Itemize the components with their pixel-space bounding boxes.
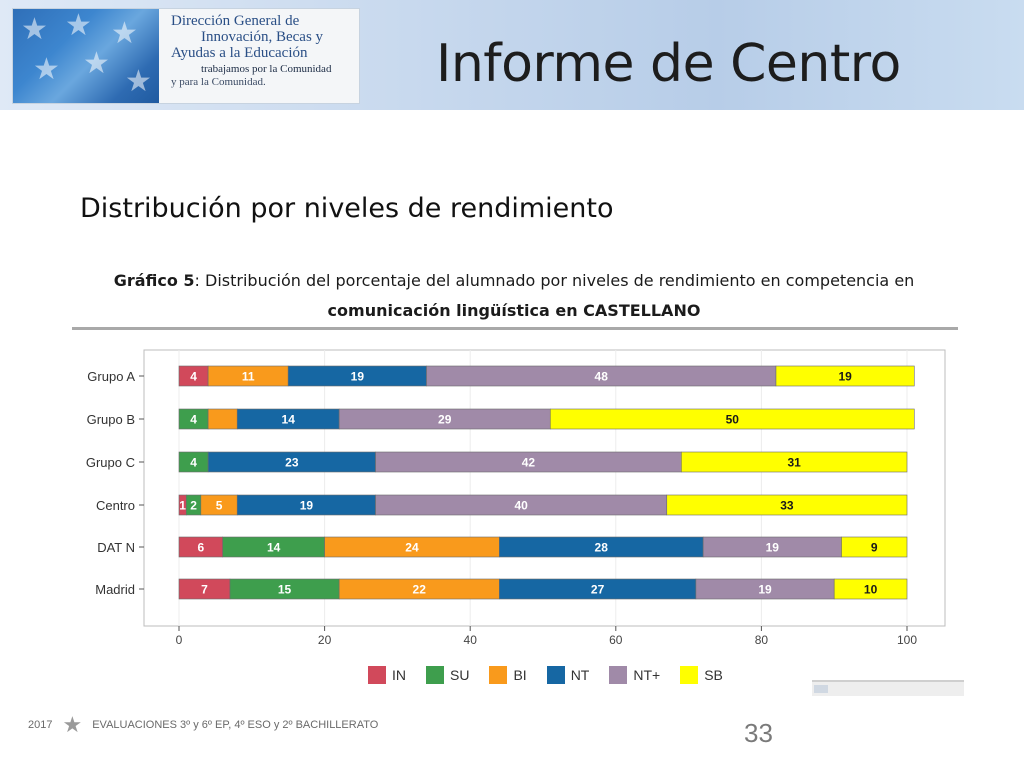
chart-title-line2-text: comunicación lingüística en CASTELLANO xyxy=(327,301,701,320)
data-label: 4 xyxy=(190,413,197,427)
y-tick-label: Grupo A xyxy=(87,369,135,384)
data-label: 19 xyxy=(838,370,852,384)
y-tick-label: Grupo B xyxy=(87,412,135,427)
star-icon: ★ xyxy=(62,712,83,737)
footer: 2017 ★ EVALUACIONES 3º y 6º EP, 4º ESO y… xyxy=(28,712,379,737)
bar-segment xyxy=(681,451,908,473)
slide-title: Informe de Centro xyxy=(436,34,901,94)
logo-line: Innovación, Becas y xyxy=(201,29,324,45)
data-label: 7 xyxy=(201,583,208,597)
legend-item: SU xyxy=(426,666,469,684)
data-label: 48 xyxy=(595,370,609,384)
chart-legend: IN SU BI NT NT+ SB xyxy=(368,664,743,686)
data-label: 14 xyxy=(267,541,281,555)
data-label: 6 xyxy=(197,541,204,555)
logo-line: y para la Comunidad. xyxy=(171,76,266,88)
data-label: 9 xyxy=(871,541,878,555)
data-label: 5 xyxy=(216,499,223,513)
scrollbar-fragment xyxy=(812,680,964,696)
data-label: 2 xyxy=(190,499,197,513)
legend-item: NT xyxy=(546,666,590,684)
data-label: 15 xyxy=(278,583,292,597)
data-label: 19 xyxy=(758,583,772,597)
bar-segment xyxy=(549,408,915,430)
data-label: 22 xyxy=(413,583,427,597)
data-label: 29 xyxy=(438,413,452,427)
legend-swatch xyxy=(426,666,444,684)
data-label: 27 xyxy=(591,583,605,597)
legend-item: NT+ xyxy=(609,666,660,684)
data-label: 28 xyxy=(595,541,609,555)
chart-title-rest: : Distribución del porcentaje del alumna… xyxy=(194,271,915,290)
logo-line: Ayudas a la Educación xyxy=(171,45,308,61)
chart-title-line2: comunicación lingüística en CASTELLANO xyxy=(74,296,954,326)
y-tick-label: Grupo C xyxy=(86,455,135,470)
x-tick-label: 100 xyxy=(897,633,917,647)
x-tick-label: 40 xyxy=(464,633,478,647)
institution-logo: ★ ★ ★ ★ ★ ★ Dirección General de Innovac… xyxy=(12,8,360,104)
legend-item: SB xyxy=(680,666,723,684)
data-label: 33 xyxy=(780,499,794,513)
bar-segment xyxy=(666,494,908,516)
y-tick-label: Centro xyxy=(96,498,135,513)
x-tick-label: 20 xyxy=(318,633,332,647)
section-subtitle: Distribución por niveles de rendimiento xyxy=(80,193,614,224)
legend-swatch xyxy=(680,666,699,684)
legend-swatch xyxy=(546,666,565,684)
x-tick-label: 0 xyxy=(176,633,183,647)
title-divider xyxy=(72,327,958,330)
y-tick-label: Madrid xyxy=(95,582,135,597)
scrollbar-thumb xyxy=(814,685,828,693)
data-label: 31 xyxy=(787,456,801,470)
legend-label: NT+ xyxy=(633,667,661,683)
chart-title-line1: Gráfico 5: Distribución del porcentaje d… xyxy=(74,266,954,296)
bar-segment xyxy=(841,536,908,558)
legend-swatch xyxy=(368,666,386,684)
data-label: 19 xyxy=(766,541,780,555)
data-label: 42 xyxy=(522,456,536,470)
bar-segment xyxy=(775,365,915,387)
legend-label: NT xyxy=(570,667,590,683)
legend-swatch xyxy=(489,666,508,684)
logo-line: Dirección General de xyxy=(171,13,300,29)
page-number: 33 xyxy=(744,718,773,748)
logo-text: Dirección General de Innovación, Becas y… xyxy=(171,13,357,89)
legend-swatch xyxy=(609,666,628,684)
data-label: 10 xyxy=(864,583,878,597)
legend-label: BI xyxy=(513,667,527,683)
data-label: 23 xyxy=(285,456,299,470)
bar-segment xyxy=(833,578,908,600)
x-tick-label: 60 xyxy=(609,633,623,647)
data-label: 50 xyxy=(726,413,740,427)
x-tick-label: 80 xyxy=(755,633,769,647)
bar-segment xyxy=(207,408,238,430)
data-label: 19 xyxy=(351,370,365,384)
data-label: 19 xyxy=(300,499,314,513)
chart-title-prefix: Gráfico 5 xyxy=(113,271,195,290)
data-label: 24 xyxy=(405,541,419,555)
legend-label: IN xyxy=(392,667,406,683)
footer-text: EVALUACIONES 3º y 6º EP, 4º ESO y 2º BAC… xyxy=(92,719,379,731)
data-label: 4 xyxy=(190,456,197,470)
legend-label: SB xyxy=(704,667,723,683)
y-tick-label: DAT N xyxy=(97,540,135,555)
legend-label: SU xyxy=(450,667,470,683)
legend-item: IN xyxy=(368,666,406,684)
logo-line: trabajamos por la Comunidad xyxy=(201,63,332,75)
legend-item: BI xyxy=(489,666,527,684)
footer-year: 2017 xyxy=(28,719,53,731)
logo-stars-graphic: ★ ★ ★ ★ ★ ★ xyxy=(13,9,159,103)
data-label: 11 xyxy=(242,370,255,384)
data-label: 1 xyxy=(179,499,186,513)
data-label: 4 xyxy=(190,370,197,384)
data-label: 40 xyxy=(514,499,528,513)
data-label: 14 xyxy=(282,413,296,427)
